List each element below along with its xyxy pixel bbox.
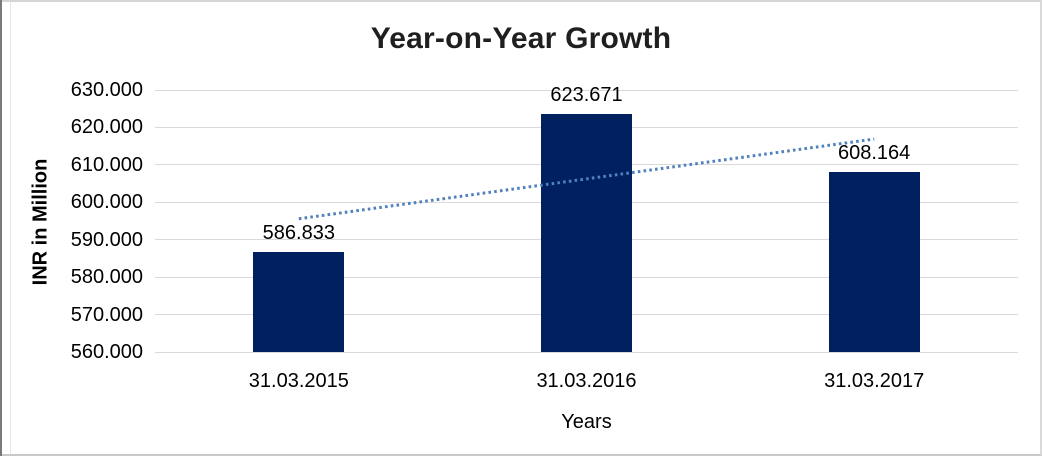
inner-left-border <box>10 2 11 454</box>
y-tick-label: 610.000 <box>70 153 143 176</box>
bar-data-label: 623.671 <box>550 83 623 106</box>
bar[interactable] <box>541 113 632 352</box>
y-tick-label: 560.000 <box>70 341 143 363</box>
y-tick-label: 580.000 <box>70 266 143 289</box>
x-category-label: 31.03.2017 <box>824 370 925 392</box>
x-category-label: 31.03.2015 <box>248 370 349 392</box>
y-tick-label: 570.000 <box>70 303 143 326</box>
x-axis-title: Years <box>561 411 612 433</box>
gridline <box>155 351 1018 353</box>
bar[interactable] <box>253 251 345 352</box>
left-edge-border <box>0 0 2 456</box>
chart-title: Year-on-Year Growth <box>370 22 672 55</box>
gridline <box>155 89 1018 91</box>
y-tick-label: 620.000 <box>70 116 143 139</box>
bar-data-label: 608.164 <box>838 141 911 164</box>
y-tick-label: 630.000 <box>70 79 143 101</box>
y-tick-label: 590.000 <box>70 228 143 251</box>
bar-data-label: 586.833 <box>262 221 335 244</box>
x-category-label: 31.03.2016 <box>536 370 637 392</box>
y-tick-label: 600.000 <box>70 191 143 214</box>
bar[interactable] <box>828 171 920 352</box>
